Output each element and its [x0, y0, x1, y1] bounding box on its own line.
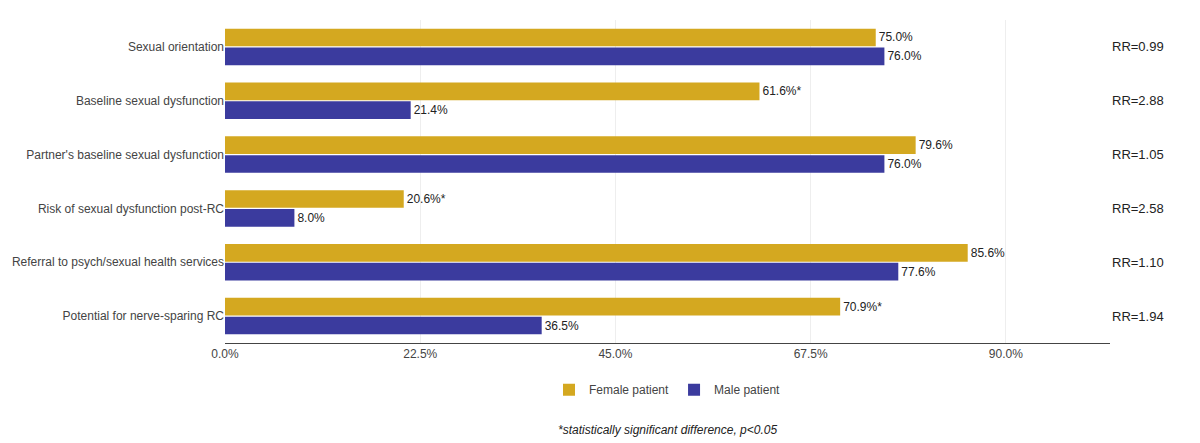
svg-text:Sexual orientation: Sexual orientation	[128, 40, 224, 54]
svg-text:Referral to psych/sexual healt: Referral to psych/sexual health services	[12, 255, 224, 269]
svg-text:RR=1.10: RR=1.10	[1112, 255, 1164, 270]
svg-text:Potential for nerve-sparing RC: Potential for nerve-sparing RC	[63, 309, 225, 323]
svg-text:RR=0.99: RR=0.99	[1112, 39, 1164, 54]
svg-text:75.0%: 75.0%	[879, 30, 913, 44]
svg-text:79.6%: 79.6%	[919, 138, 953, 152]
svg-text:Baseline sexual dysfunction: Baseline sexual dysfunction	[76, 94, 224, 108]
svg-text:Male patient: Male patient	[714, 383, 780, 397]
svg-text:21.4%: 21.4%	[414, 103, 448, 117]
svg-text:0.0%: 0.0%	[211, 347, 239, 361]
svg-text:8.0%: 8.0%	[297, 211, 325, 225]
svg-text:45.0%: 45.0%	[598, 347, 632, 361]
svg-text:90.0%: 90.0%	[989, 347, 1023, 361]
svg-text:67.5%: 67.5%	[794, 347, 828, 361]
svg-text:RR=1.05: RR=1.05	[1112, 147, 1164, 162]
svg-text:77.6%: 77.6%	[901, 265, 935, 279]
svg-text:RR=2.88: RR=2.88	[1112, 93, 1164, 108]
svg-text:RR=1.94: RR=1.94	[1112, 309, 1164, 324]
svg-text:Female patient: Female patient	[589, 383, 669, 397]
svg-text:20.6%*: 20.6%*	[407, 192, 446, 206]
svg-text:61.6%*: 61.6%*	[762, 84, 801, 98]
svg-text:RR=2.58: RR=2.58	[1112, 201, 1164, 216]
svg-text:70.9%*: 70.9%*	[843, 300, 882, 314]
svg-text:22.5%: 22.5%	[403, 347, 437, 361]
svg-text:36.5%: 36.5%	[545, 319, 579, 333]
svg-text:76.0%: 76.0%	[887, 157, 921, 171]
svg-text:76.0%: 76.0%	[887, 49, 921, 63]
svg-text:*statistically significant dif: *statistically significant difference, p…	[558, 423, 777, 437]
svg-text:Risk of sexual dysfunction pos: Risk of sexual dysfunction post-RC	[38, 202, 224, 216]
svg-text:85.6%: 85.6%	[971, 246, 1005, 260]
svg-text:Partner's baseline sexual dysf: Partner's baseline sexual dysfunction	[26, 148, 224, 162]
